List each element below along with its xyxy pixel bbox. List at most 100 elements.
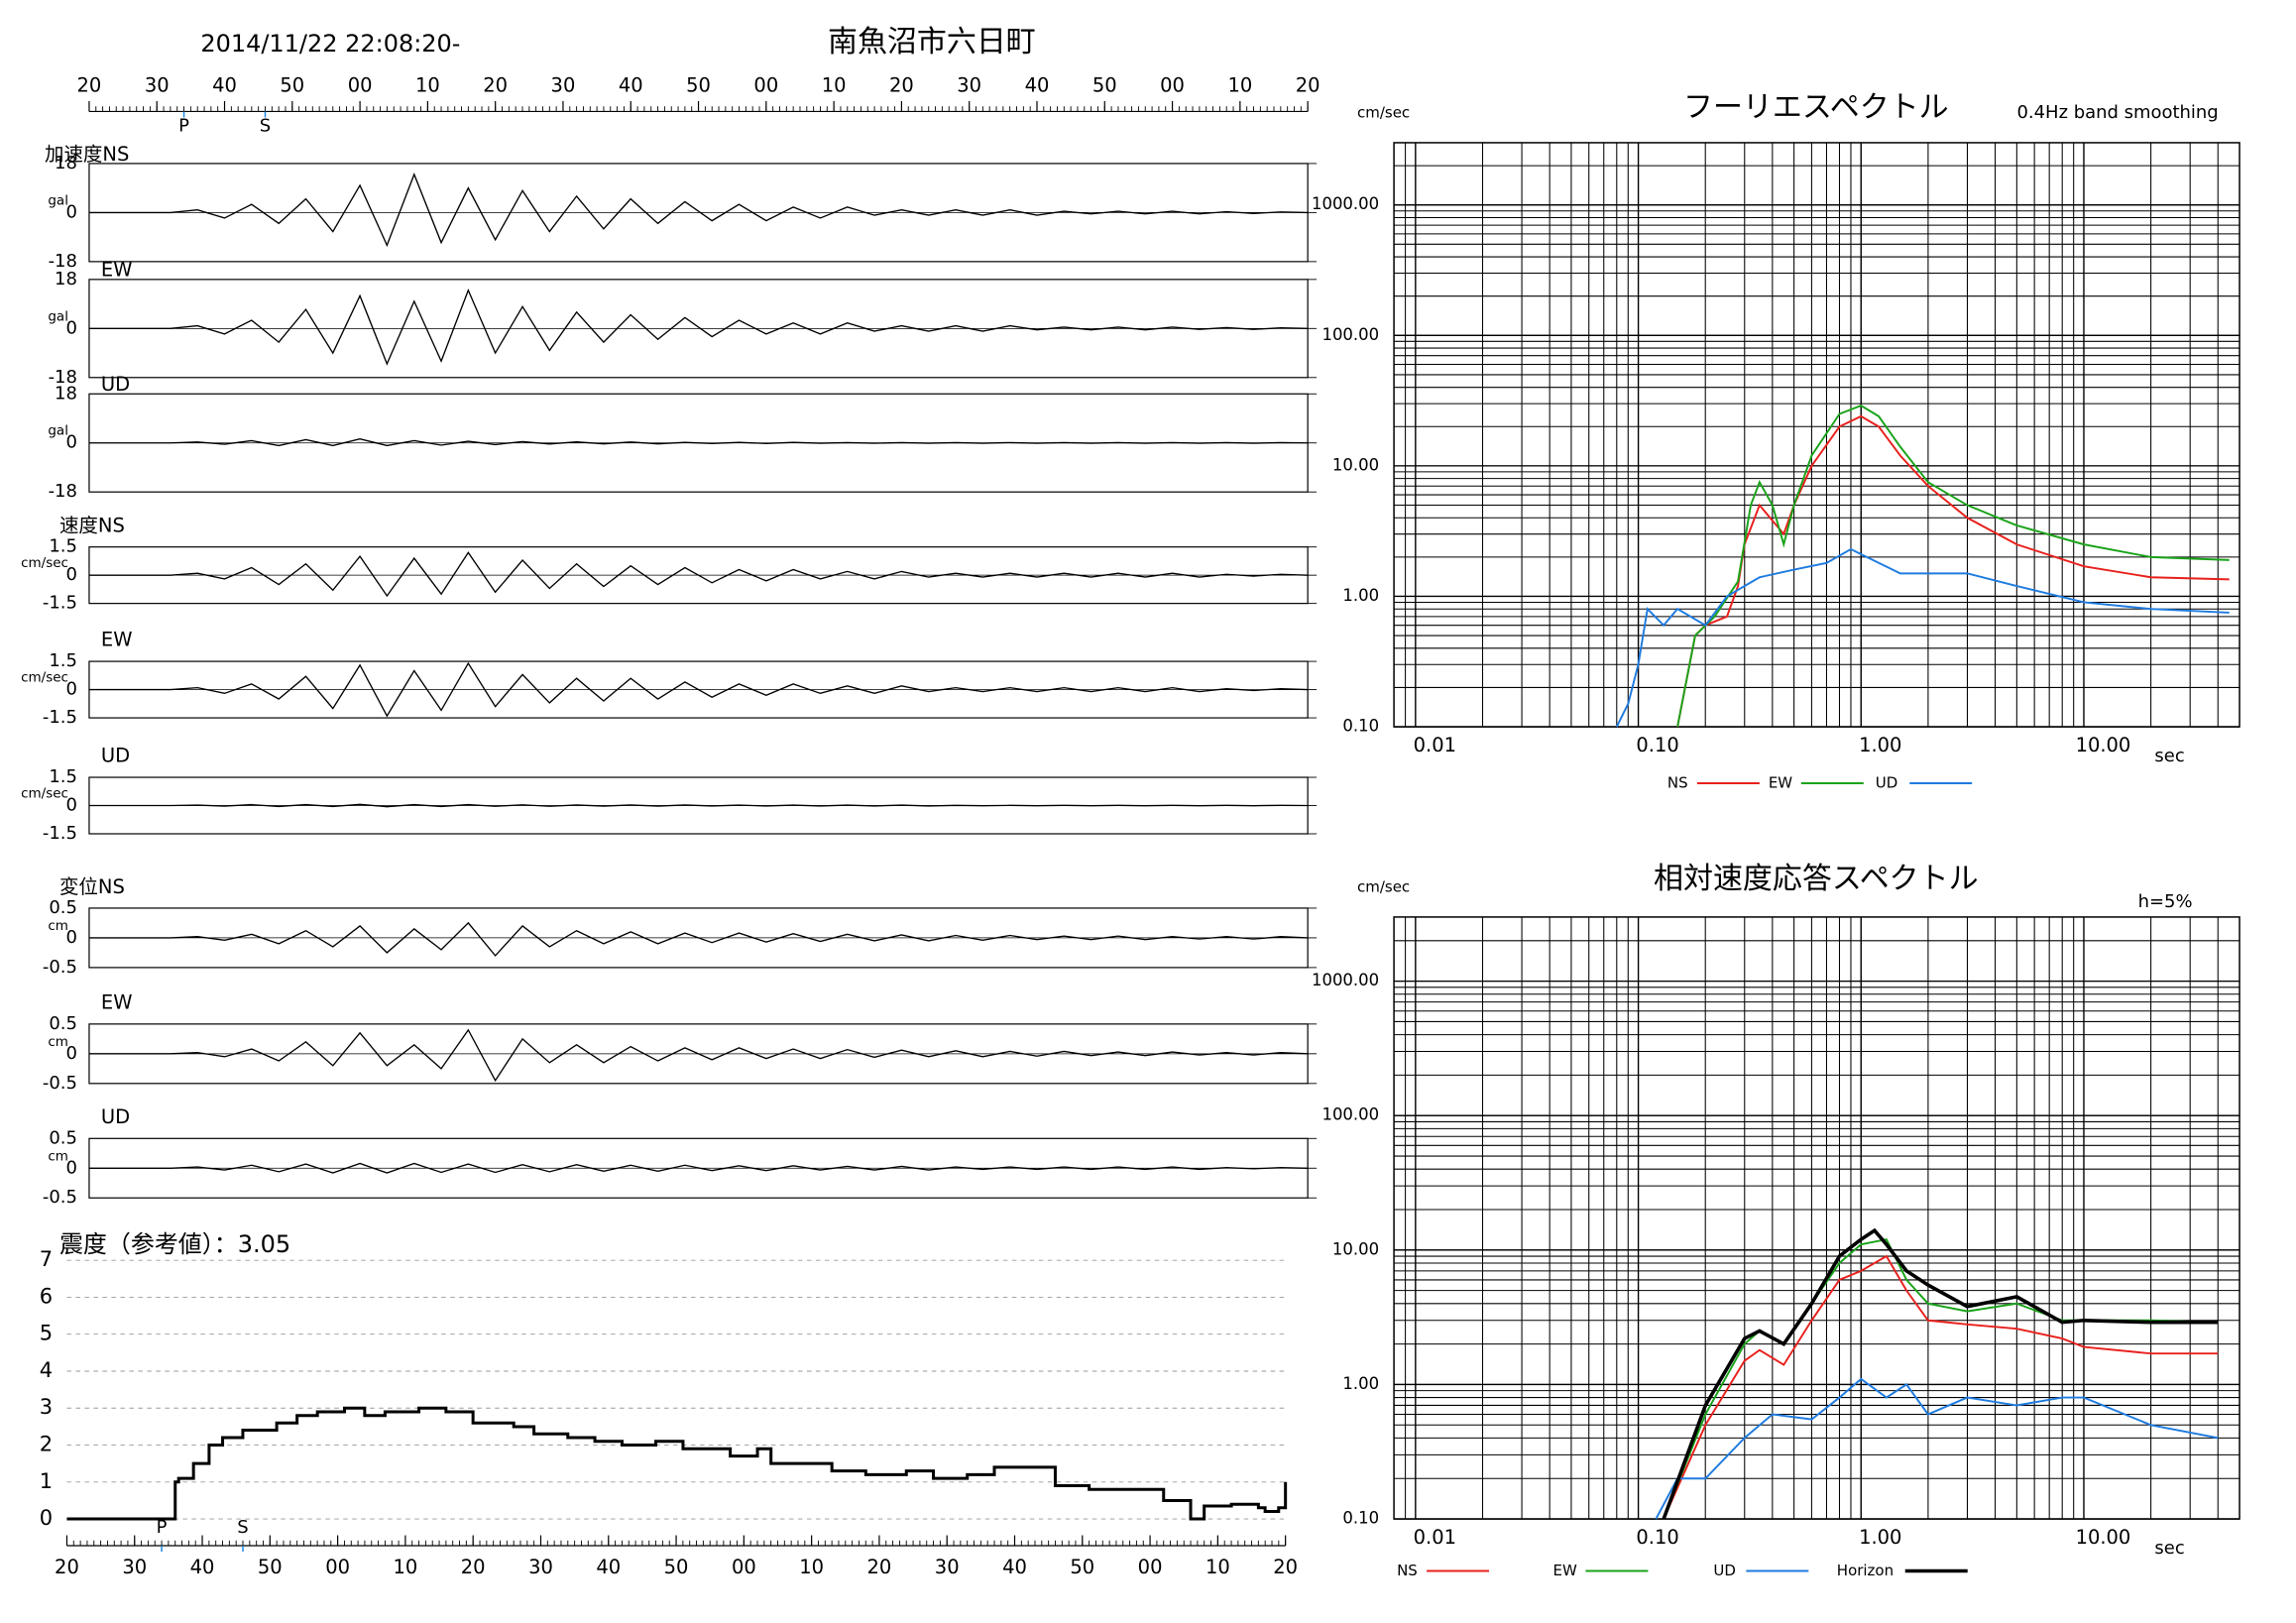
y-tick-label: 1000.00 xyxy=(1312,971,1379,989)
legend-label: UD xyxy=(1876,774,1898,792)
trace-label: 加速度NS xyxy=(45,142,129,165)
x-tick-label: 10.00 xyxy=(2076,734,2131,756)
unit-label: cm xyxy=(48,1034,68,1050)
time-tick-label: 40 xyxy=(212,73,237,96)
y-tick-label: 0 xyxy=(66,927,77,948)
unit-label: cm xyxy=(48,918,68,934)
y-tick-label: 1.00 xyxy=(1342,586,1379,605)
y-tick-label: 0.10 xyxy=(1342,717,1379,736)
waveform-trace xyxy=(88,921,1309,957)
time-tick-label: 40 xyxy=(596,1556,621,1578)
component-name: EW xyxy=(101,629,133,651)
plot-frame xyxy=(1393,142,2240,728)
y-tick-label: 0 xyxy=(66,679,77,700)
time-tick-label: 10 xyxy=(1227,73,1252,96)
y-tick-label: 0 xyxy=(66,1157,77,1178)
time-tick-label: 40 xyxy=(619,73,643,96)
quantity-title: 変位 xyxy=(59,874,98,897)
y-tick-label: 1.5 xyxy=(49,766,77,787)
y-tick-label: -1.5 xyxy=(43,707,77,728)
quantity-title: 速度 xyxy=(59,514,98,536)
time-tick-label: 30 xyxy=(935,1556,960,1578)
legend-label: NS xyxy=(1667,774,1688,792)
y-tick-label: 10.00 xyxy=(1332,1239,1379,1258)
x-axis-unit: sec xyxy=(2154,1538,2184,1559)
y-tick-label: -0.5 xyxy=(43,1073,77,1094)
chart-title: 震度（参考値）：3.05 xyxy=(59,1230,290,1258)
y-tick-label: 0 xyxy=(40,1506,53,1530)
unit-label: cm/sec xyxy=(21,670,68,686)
legend-label: EW xyxy=(1552,1562,1576,1579)
component-name: EW xyxy=(101,990,133,1013)
unit-label: gal xyxy=(48,423,68,439)
time-tick-label: 50 xyxy=(1092,73,1117,96)
intensity-curve xyxy=(66,1406,1288,1521)
y-tick-label: 6 xyxy=(40,1284,53,1308)
waveform-trace xyxy=(88,437,1309,447)
y-tick-label: 7 xyxy=(40,1247,53,1271)
y-axis-unit: cm/sec xyxy=(1357,103,1410,121)
y-tick-label: 18 xyxy=(55,383,77,404)
waveform-trace xyxy=(88,288,1309,366)
time-tick-label: 30 xyxy=(122,1556,147,1578)
unit-label: gal xyxy=(48,308,68,324)
y-tick-label: -0.5 xyxy=(43,1187,77,1208)
legend-label: Horizon xyxy=(1837,1562,1894,1579)
time-tick-label: 10 xyxy=(799,1556,824,1578)
station-name: 南魚沼市六日町 xyxy=(828,25,1036,59)
y-tick-label: -1.5 xyxy=(43,593,77,614)
chart-subtitle: 0.4Hz band smoothing xyxy=(2016,102,2218,123)
x-tick-label: 10.00 xyxy=(2076,1526,2131,1549)
y-tick-label: 0 xyxy=(66,201,77,222)
time-tick-label: 50 xyxy=(686,73,711,96)
time-tick-label: 50 xyxy=(280,73,304,96)
x-tick-label: 1.00 xyxy=(1859,1526,1901,1549)
time-tick-label: 10 xyxy=(415,73,440,96)
time-tick-label: 20 xyxy=(483,73,508,96)
y-tick-label: 18 xyxy=(55,269,77,290)
y-tick-label: 0.5 xyxy=(49,897,77,918)
y-tick-label: 0 xyxy=(66,1043,77,1064)
y-tick-label: 0 xyxy=(66,564,77,585)
y-tick-label: 1 xyxy=(40,1469,53,1493)
time-tick-label: 30 xyxy=(551,73,576,96)
chart-title: 相対速度応答スペクトル xyxy=(1654,862,1979,896)
unit-label: cm/sec xyxy=(21,555,68,571)
component-name: NS xyxy=(98,514,125,536)
y-tick-label: -18 xyxy=(49,251,77,272)
y-tick-label: 0 xyxy=(66,317,77,338)
time-tick-label: 00 xyxy=(325,1556,350,1578)
time-tick-label: 00 xyxy=(1138,1556,1163,1578)
y-tick-label: -0.5 xyxy=(43,957,77,978)
phase-label: P xyxy=(178,115,189,136)
legend-label: EW xyxy=(1769,774,1792,792)
x-tick-label: 1.00 xyxy=(1859,734,1901,756)
time-tick-label: 10 xyxy=(1205,1556,1230,1578)
x-tick-label: 0.10 xyxy=(1636,734,1678,756)
y-tick-label: 0 xyxy=(66,795,77,816)
time-tick-label: 20 xyxy=(1296,73,1320,96)
component-name: NS xyxy=(102,142,129,165)
legend-label: NS xyxy=(1397,1562,1418,1579)
time-tick-label: 00 xyxy=(732,1556,756,1578)
y-tick-label: -1.5 xyxy=(43,823,77,844)
chart-subtitle: h=5% xyxy=(2138,891,2193,912)
component-name: EW xyxy=(101,258,133,281)
trace-label: 変位NS xyxy=(59,874,125,897)
component-name: NS xyxy=(98,874,125,897)
y-axis-unit: cm/sec xyxy=(1357,877,1410,895)
time-tick-label: 50 xyxy=(258,1556,283,1578)
trace-label: 速度NS xyxy=(59,514,125,536)
time-tick-label: 20 xyxy=(889,73,914,96)
time-tick-label: 20 xyxy=(1273,1556,1298,1578)
time-tick-label: 10 xyxy=(822,73,847,96)
waveform-trace xyxy=(88,551,1309,598)
time-tick-label: 40 xyxy=(190,1556,215,1578)
time-tick-label: 20 xyxy=(77,73,102,96)
y-tick-label: 1.5 xyxy=(49,650,77,671)
phase-label: P xyxy=(157,1517,168,1538)
spectrum-line xyxy=(1655,1377,2219,1520)
waveform-trace xyxy=(88,1028,1309,1083)
y-tick-label: 1000.00 xyxy=(1312,194,1379,213)
